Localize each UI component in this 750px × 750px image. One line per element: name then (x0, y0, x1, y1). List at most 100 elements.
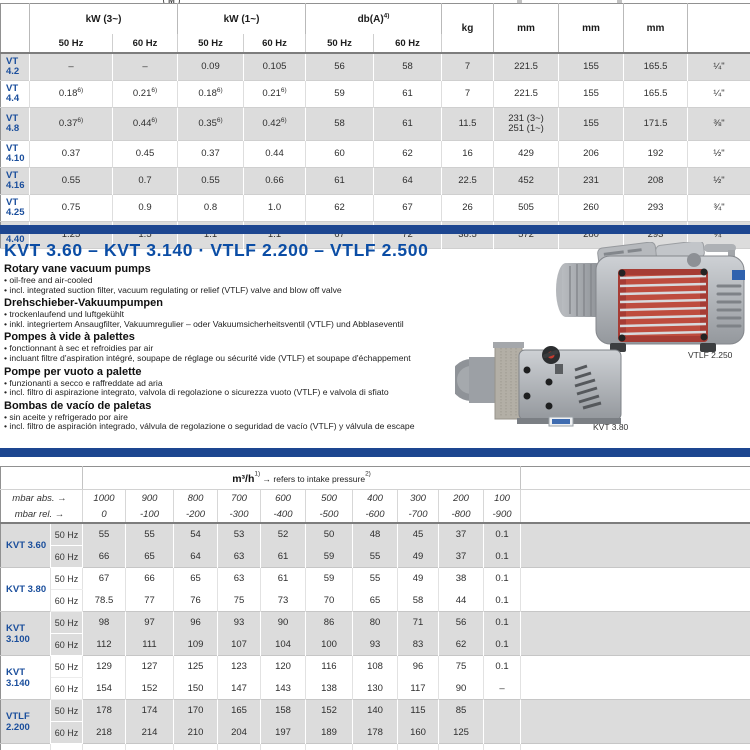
table-cell: ½" (687, 140, 750, 168)
table-cell: 143 (260, 677, 306, 700)
table-cell: 96 (173, 611, 218, 634)
model-label: KVT 3.60 (0, 523, 51, 568)
table-cell: 260 (558, 194, 625, 222)
dba-header: db(A)4) (305, 3, 443, 34)
table-cell: 77 (125, 589, 174, 612)
table-cell: 214 (125, 721, 174, 744)
table-cell: 115 (397, 699, 439, 722)
table-cell: 0.09 (177, 53, 244, 81)
table-cell: 55 (352, 567, 398, 590)
table-cell: 59 (305, 80, 374, 108)
table-row: VT 4.8 0.376) 0.446) 0.356) 0.426) 58 61 11.5 23… (0, 107, 750, 141)
table-cell: 37 (438, 523, 484, 546)
table-cell: 49 (397, 545, 439, 568)
table-cell: 125 (438, 721, 484, 744)
feature-bullet: incl. filtro di aspirazione integrato, v… (4, 388, 564, 398)
empty-cell (520, 743, 750, 750)
table-cell: ½" (687, 167, 750, 195)
hz-label: 50 Hz (50, 611, 83, 634)
table-cell: 7 (441, 80, 495, 108)
table-cell: 1.0 (243, 194, 306, 222)
mbar-abs-value: 100 (483, 489, 522, 506)
table-cell: 52 (260, 523, 306, 546)
table-cell: 56 (305, 53, 374, 81)
feature-bullet: inkl. integriertem Ansaugfilter, Vakuumr… (4, 319, 564, 330)
mbar-abs-label: mbar abs. → (0, 489, 83, 506)
table-cell: 0.1 (483, 633, 522, 656)
feature-bullet: incluant filtre d'aspiration intégré, so… (4, 353, 564, 364)
table-row: 60 Hz 218 214 210 204 197 189 178 160 125 (1, 721, 750, 744)
table-cell: 218 (82, 721, 126, 744)
hz-label: 50 Hz (50, 655, 83, 678)
empty-cell (520, 699, 750, 722)
table-cell: – (29, 53, 113, 81)
empty-header-cell (0, 3, 30, 53)
table-cell: 62 (438, 633, 484, 656)
table-cell: 22.5 (441, 167, 495, 195)
table-cell: 98 (82, 611, 126, 634)
table-row: 60 Hz 112 111 109 107 104 100 93 83 62 0.1 (1, 633, 750, 656)
table-cell: 230 (260, 743, 306, 750)
table-cell: 61 (373, 107, 443, 141)
language-block: Bombas de vacío de paletassin aceite y r… (4, 400, 564, 432)
hz-label: 60 Hz (50, 721, 83, 744)
table-cell: – (112, 53, 178, 81)
table-cell: 64 (173, 545, 218, 568)
language-title: Pompe per vuoto a palette (4, 365, 142, 378)
mbar-rel-value: -400 (260, 506, 306, 523)
table-cell: 150 (173, 677, 218, 700)
table-cell: 63 (217, 545, 261, 568)
table-cell: 0.1 (483, 567, 522, 590)
table-cell: 192 (623, 140, 689, 168)
table-cell: 147 (217, 677, 261, 700)
model-label: VT 4.10 (0, 140, 30, 168)
table-cell: 61 (305, 167, 374, 195)
mbar-rel-value: -500 (305, 506, 353, 523)
vtlf-2250-product-image (556, 242, 745, 352)
kg-header: kg (441, 3, 495, 53)
hz-header: 50 Hz (305, 34, 374, 53)
table-cell: 59 (305, 545, 353, 568)
table-cell: 55 (82, 523, 126, 546)
dba-label: db(A) (357, 13, 384, 25)
table-cell: 50 (305, 523, 353, 546)
table-cell: 45 (397, 523, 439, 546)
table-group-header-row: kW (3~) kW (1~) db(A)4) kg mm mm mm (0, 3, 750, 53)
table-cell: 38 (438, 567, 484, 590)
table-cell: 0.75 (29, 194, 113, 222)
model-label: KVT 3.100 (0, 611, 51, 656)
empty-cell (520, 633, 750, 656)
table-cell: 7 (441, 53, 495, 81)
feature-bullet: incl. integrated suction filter, vacuum … (4, 285, 564, 296)
feature-bullet: oil-free and air-cooled (4, 275, 564, 286)
table-cell: 26 (441, 194, 495, 222)
table-cell: 107 (217, 633, 261, 656)
table-cell: 0.8 (177, 194, 244, 222)
feature-bullet: incl. filtro de aspiración integrado, vá… (4, 422, 564, 432)
intake-pressure-note: → refers to intake pressure (260, 474, 366, 484)
hz-label: 60 Hz (50, 633, 83, 656)
table-cell: 86 (305, 611, 353, 634)
table-cell: 0.186) (177, 80, 244, 108)
table-cell: 0.186) (29, 80, 113, 108)
table-cell: 120 (260, 655, 306, 678)
table-cell: 0.45 (112, 140, 178, 168)
table-cell: 55 (352, 545, 398, 568)
table-cell: 0.1 (483, 545, 522, 568)
mm-header: mm (558, 3, 625, 53)
empty-cell (520, 589, 750, 612)
empty-header-cell (0, 466, 83, 490)
table-cell: 178 (352, 721, 398, 744)
hz-label: 50 Hz (50, 699, 83, 722)
table-cell: 65 (173, 567, 218, 590)
model-label: VT 4.2 (0, 53, 30, 81)
flow-unit-label: m³/h (232, 473, 255, 485)
table-cell: 0.216) (243, 80, 306, 108)
feature-bullet: trockenlaufend und luftgekühlt (4, 310, 564, 320)
table-cell: 129 (82, 655, 126, 678)
language-block: Pompe per vuoto a palettefunzionanti a s… (4, 366, 564, 398)
table-cell: 96 (397, 655, 439, 678)
flow-header-row: m³/h1) → refers to intake pressure2) (0, 466, 750, 490)
table-cell: 0.356) (177, 107, 244, 141)
table-cell: 235 (217, 743, 261, 750)
